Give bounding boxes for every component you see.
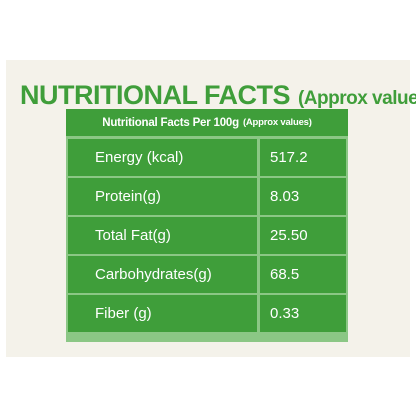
table-row: Total Fat(g) 25.50 — [66, 217, 348, 254]
title-sub: (Approx values) — [297, 88, 416, 109]
table-row: Fiber (g) 0.33 — [66, 295, 348, 332]
nutrient-value: 517.2 — [260, 139, 346, 176]
table-row: Protein(g) 8.03 — [66, 178, 348, 215]
nutrient-value: 0.33 — [260, 295, 346, 332]
nutrient-name: Energy (kcal) — [68, 139, 257, 176]
table-header-sub: (Approx values) — [242, 117, 312, 128]
nutrient-value: 8.03 — [260, 178, 346, 215]
nutrient-name: Carbohydrates(g) — [68, 256, 257, 293]
nutrition-table: Nutritional Facts Per 100g (Approx value… — [66, 109, 348, 342]
table-header-main: Nutritional Facts Per 100g — [102, 116, 239, 129]
nutrient-name: Total Fat(g) — [68, 217, 257, 254]
table-body: Energy (kcal) 517.2 Protein(g) 8.03 Tota… — [66, 139, 348, 334]
table-row: Energy (kcal) 517.2 — [66, 139, 348, 176]
nutrient-name: Protein(g) — [68, 178, 257, 215]
title-main: NUTRITIONAL FACTS — [20, 80, 291, 110]
page-title: NUTRITIONAL FACTS (Approx values) — [20, 80, 416, 111]
nutrient-value: 25.50 — [260, 217, 346, 254]
table-row: Carbohydrates(g) 68.5 — [66, 256, 348, 293]
nutrient-name: Fiber (g) — [68, 295, 257, 332]
nutrient-value: 68.5 — [260, 256, 346, 293]
table-header: Nutritional Facts Per 100g (Approx value… — [66, 109, 348, 136]
